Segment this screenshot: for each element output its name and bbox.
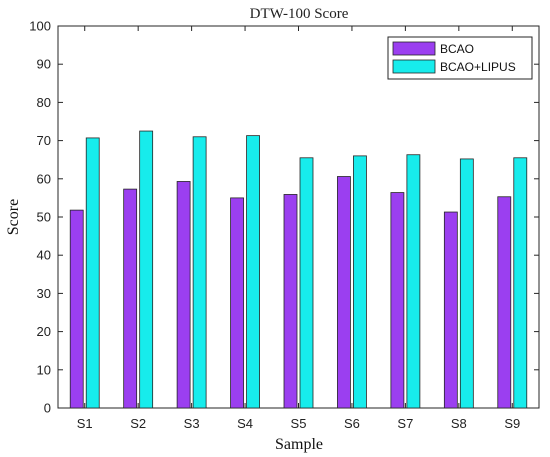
legend-swatch-bcao-lipus (392, 59, 436, 74)
bar-bcao-s8 (443, 211, 458, 409)
x-axis: S1 S2 S3 S4 S5 S6 S7 S8 S9 (77, 26, 520, 431)
y-tick-label: 30 (37, 286, 51, 301)
bar-bcao-s1 (69, 209, 84, 409)
bar-bcao-s4 (230, 197, 244, 409)
y-axis: 0 10 20 30 40 50 60 70 80 90 100 (29, 19, 539, 416)
bar-bcao-s3 (176, 181, 191, 409)
y-tick-label: 60 (37, 171, 51, 186)
legend-label-bcao: BCAO (440, 42, 474, 56)
bar-bcao-s2 (123, 188, 138, 409)
bar-bcao-lipus-s3 (192, 136, 207, 409)
x-tick-label: S3 (184, 416, 200, 431)
bar-bcao-s6 (337, 176, 351, 409)
bars (69, 130, 528, 409)
y-tick-label: 100 (29, 19, 51, 34)
x-axis-label: Sample (275, 436, 323, 453)
x-tick-label: S1 (77, 416, 93, 431)
bar-bcao-s9 (497, 196, 512, 409)
y-tick-label: 70 (37, 133, 51, 148)
legend-label-bcao-lipus: BCAO+LIPUS (440, 60, 516, 74)
bar-bcao-lipus-s2 (139, 130, 154, 409)
plot-frame (57, 25, 540, 409)
x-tick-label: S5 (291, 416, 307, 431)
x-tick-label: S7 (397, 416, 413, 431)
y-tick-label: 50 (37, 210, 51, 225)
y-tick-label: 10 (37, 362, 51, 377)
bar-bcao-s7 (390, 192, 405, 409)
y-tick-label: 90 (37, 57, 51, 72)
bar-bcao-lipus-s8 (459, 158, 474, 409)
x-tick-label: S8 (451, 416, 467, 431)
bar-bcao-lipus-s5 (299, 157, 314, 409)
y-tick-label: 40 (37, 248, 51, 263)
y-tick-label: 0 (44, 401, 51, 416)
chart-title: DTW-100 Score (250, 6, 349, 22)
y-axis-label: Score (5, 199, 22, 235)
x-tick-label: S9 (504, 416, 520, 431)
bar-bcao-lipus-s9 (513, 157, 528, 409)
bar-bcao-lipus-s7 (406, 154, 421, 409)
x-tick-label: S2 (130, 416, 146, 431)
y-tick-label: 80 (37, 95, 51, 110)
bar-bcao-s5 (283, 194, 298, 409)
legend-swatch-bcao (392, 41, 436, 56)
y-tick-label: 20 (37, 324, 51, 339)
bar-bcao-lipus-s6 (353, 155, 367, 409)
x-tick-label: S4 (237, 416, 253, 431)
bar-bcao-lipus-s4 (246, 135, 260, 409)
x-tick-label: S6 (344, 416, 360, 431)
bar-bcao-lipus-s1 (85, 137, 100, 409)
legend: BCAO BCAO+LIPUS (387, 36, 533, 80)
